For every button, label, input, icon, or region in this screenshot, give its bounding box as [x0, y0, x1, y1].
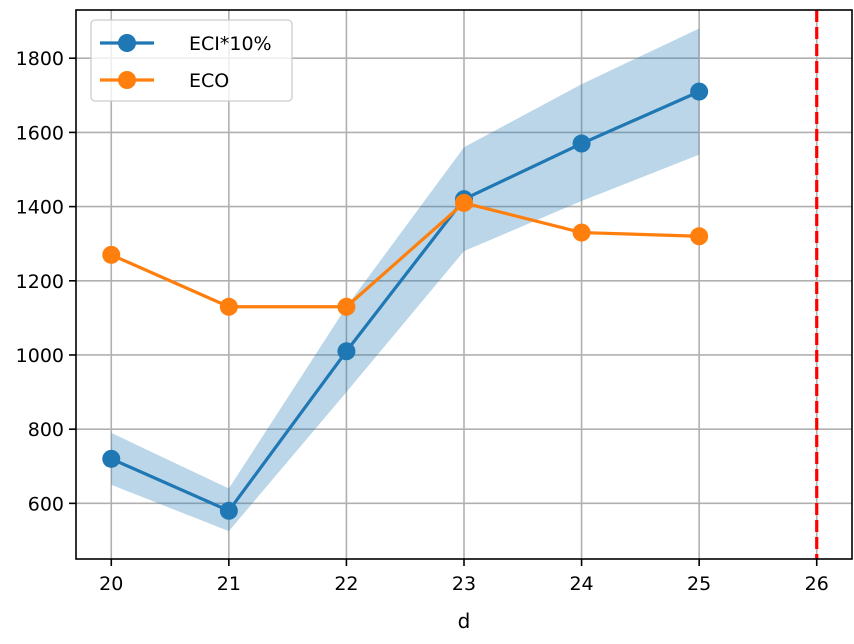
data-point — [219, 297, 238, 316]
legend: ECI*10% ECO — [90, 19, 293, 102]
x-tick-label: 21 — [217, 573, 241, 595]
data-point — [572, 223, 591, 242]
x-tick-label: 20 — [99, 573, 123, 595]
series-line — [110, 201, 700, 309]
legend-label: ECO — [189, 70, 229, 92]
y-tick-label: 800 — [28, 419, 64, 441]
data-point — [455, 193, 473, 212]
data-point — [690, 82, 709, 101]
x-tick-label: 22 — [334, 573, 358, 595]
series-lines — [102, 82, 709, 520]
y-tick-label: 1200 — [16, 271, 64, 293]
data-point — [219, 501, 238, 520]
legend-marker — [118, 71, 136, 89]
data-point — [337, 297, 356, 316]
data-point — [102, 449, 121, 468]
data-point — [690, 227, 709, 246]
data-point — [572, 134, 591, 153]
legend-marker — [118, 34, 136, 52]
series-line — [110, 90, 700, 513]
confidence-bands — [111, 28, 700, 532]
legend-label: ECI*10% — [189, 33, 272, 55]
confidence-band — [111, 28, 700, 532]
x-tick-label: 23 — [452, 573, 476, 595]
axis-ticks: 20 21 22 23 24 25 26 600 800 1000 1200 1400 1600 1800 — [16, 48, 829, 595]
y-tick-label: 600 — [28, 493, 64, 515]
x-tick-label: 25 — [687, 573, 711, 595]
x-axis-label: d — [458, 609, 471, 633]
x-tick-label: 24 — [569, 573, 593, 595]
y-tick-label: 1400 — [16, 197, 64, 219]
y-tick-label: 1000 — [16, 345, 64, 367]
data-point — [102, 245, 121, 264]
data-point — [337, 342, 356, 361]
y-tick-label: 1600 — [16, 122, 64, 144]
y-tick-label: 1800 — [16, 48, 64, 70]
x-tick-label: 26 — [805, 573, 829, 595]
grid — [76, 10, 852, 559]
